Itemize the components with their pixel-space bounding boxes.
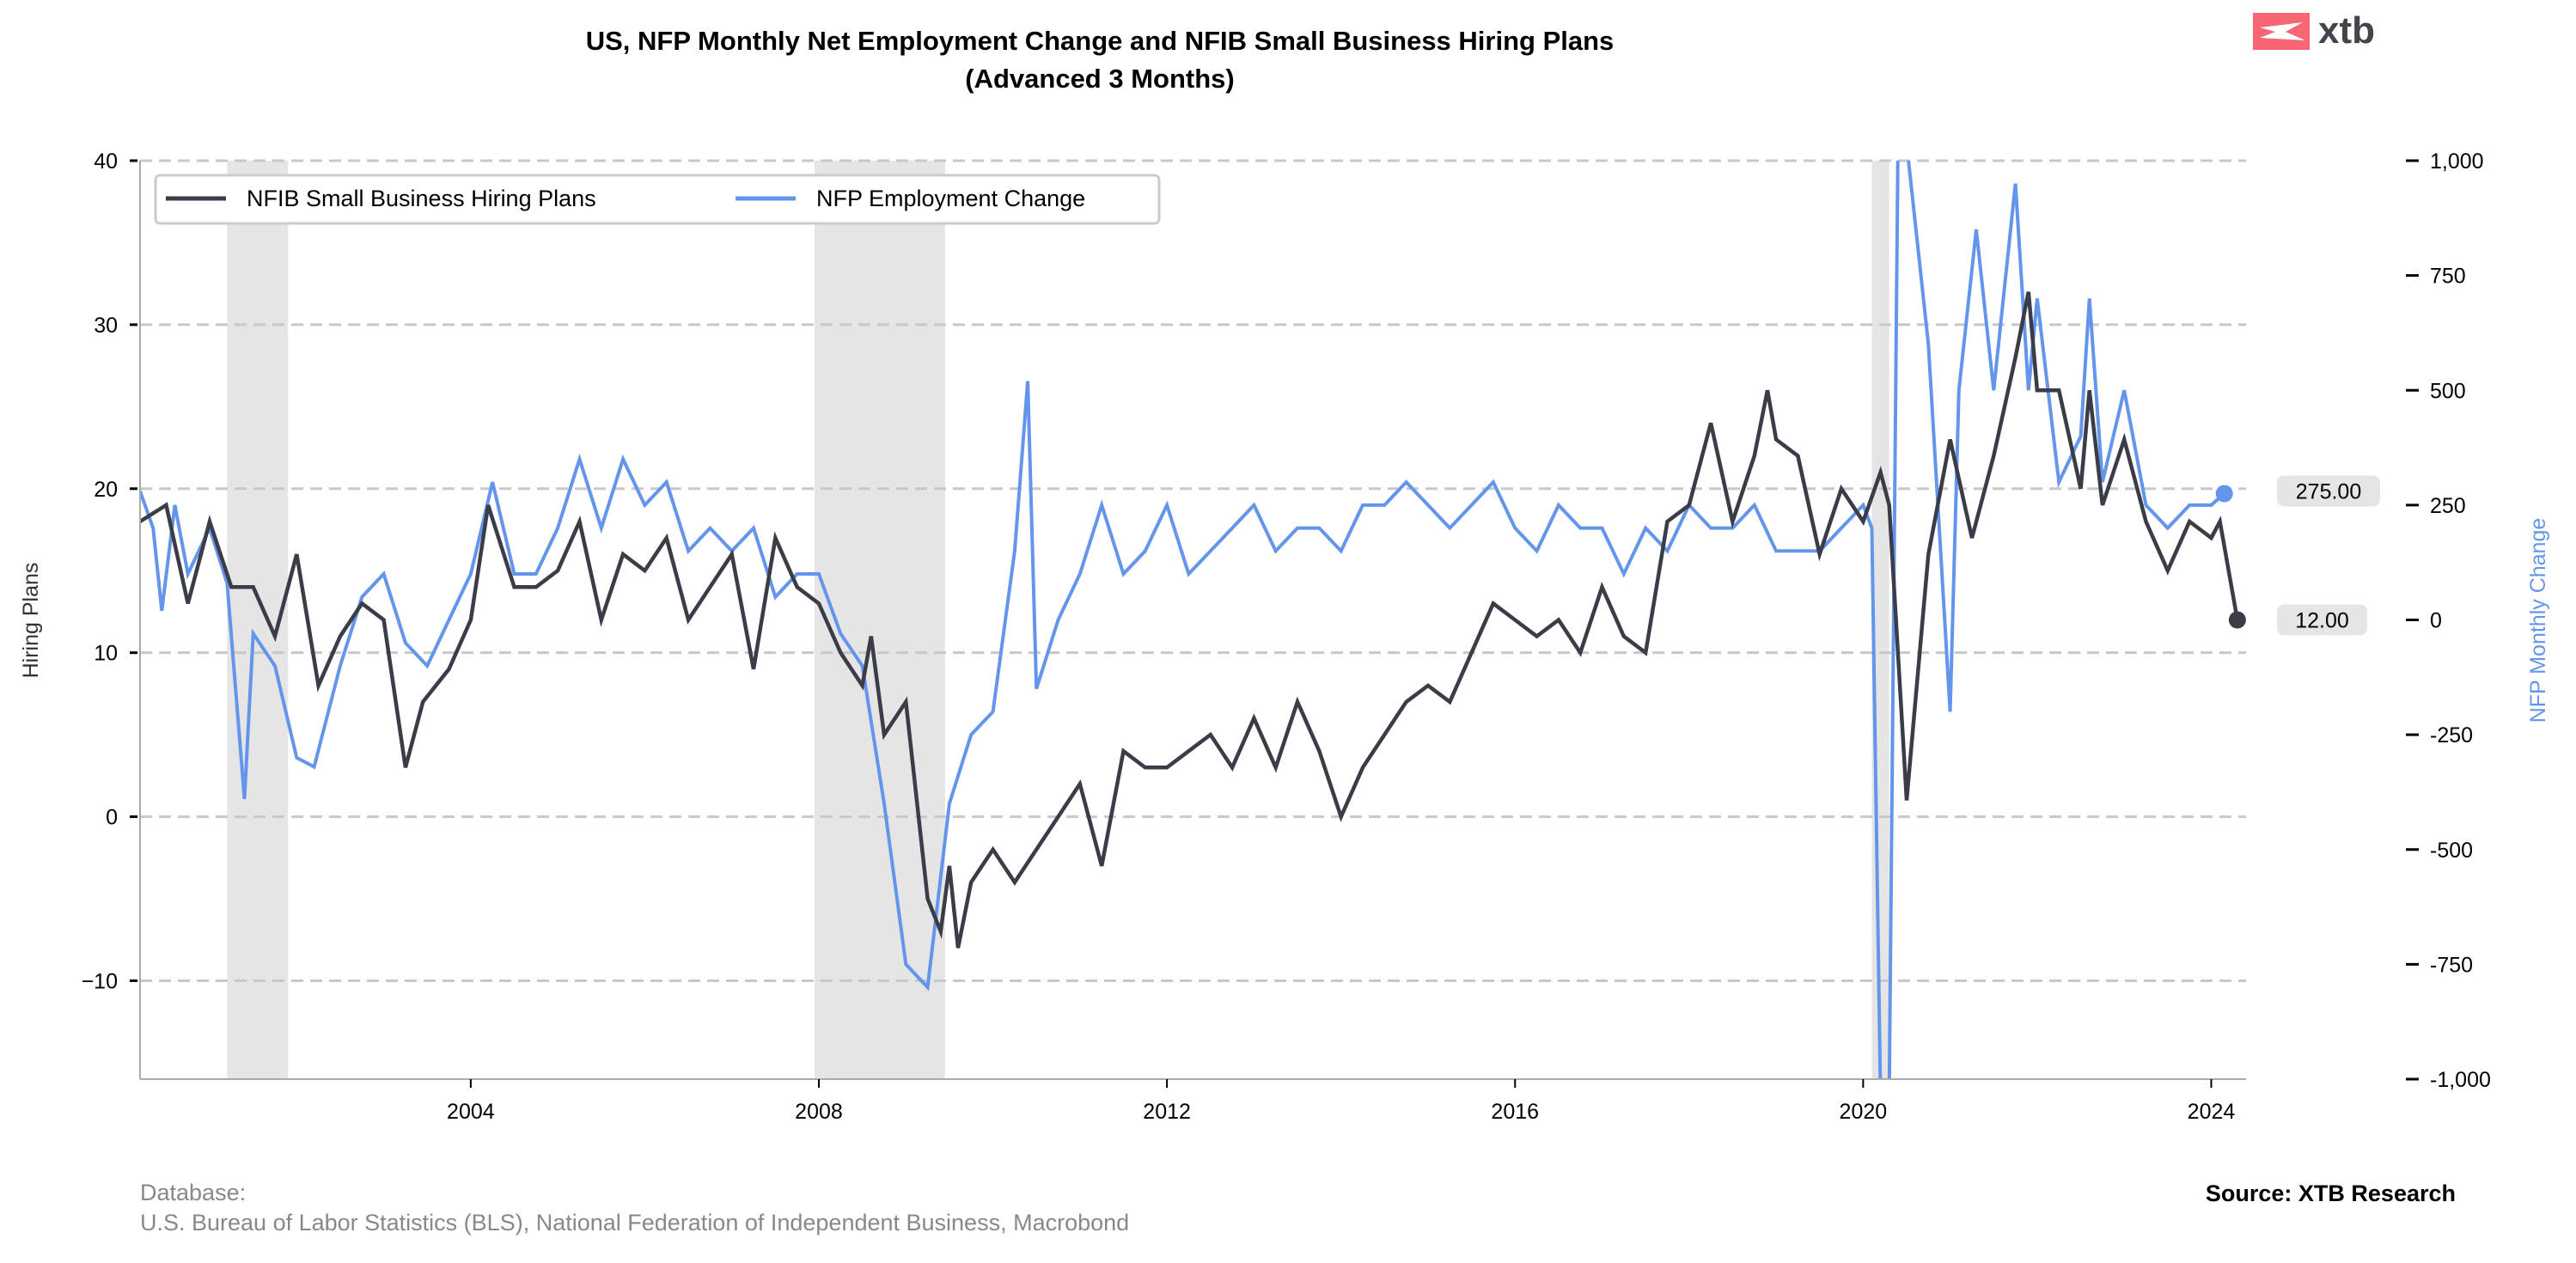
series-nfp-line bbox=[140, 161, 2226, 1079]
y2-tick-label: 750 bbox=[2430, 265, 2466, 289]
y-tick-label: 30 bbox=[94, 314, 118, 338]
legend-label-nfib: NFIB Small Business Hiring Plans bbox=[247, 186, 596, 211]
chart-subtitle: (Advanced 3 Months) bbox=[965, 64, 1234, 94]
x-tick-label: 2020 bbox=[1840, 1100, 1888, 1124]
x-tick-label: 2008 bbox=[795, 1100, 843, 1124]
series-nfib-line bbox=[140, 291, 2240, 949]
database-sources: U.S. Bureau of Labor Statistics (BLS), N… bbox=[140, 1210, 1129, 1236]
database-label: Database: bbox=[140, 1180, 246, 1205]
y-tick-label: 20 bbox=[94, 478, 118, 502]
y2-tick-label: -750 bbox=[2430, 953, 2473, 977]
nfp-last-value-label-bg bbox=[2277, 475, 2380, 507]
y2-tick-label: -250 bbox=[2430, 723, 2473, 747]
y-tick-label: 10 bbox=[94, 642, 118, 666]
y2-tick-label: -1,000 bbox=[2430, 1068, 2491, 1092]
x-tick-label: 2004 bbox=[447, 1100, 495, 1124]
y-tick-label: 0 bbox=[106, 806, 118, 830]
axes: 40 30 20 10 0 −10 1,000 750 500 250 0 -250 -500 -750 -… bbox=[82, 149, 2491, 1124]
source-label: Source: XTB Research bbox=[2206, 1181, 2456, 1206]
legend: NFIB Small Business Hiring Plans NFP Emp… bbox=[154, 174, 1161, 225]
y2-tick-label: -500 bbox=[2430, 839, 2473, 863]
legend-label-nfp: NFP Employment Change bbox=[816, 186, 1085, 211]
y2-tick-label: 250 bbox=[2430, 494, 2466, 518]
nfib-last-value-label-bg bbox=[2277, 604, 2367, 636]
y-tick-label: 40 bbox=[94, 149, 118, 174]
x-tick-label: 2016 bbox=[1491, 1100, 1539, 1124]
y2-tick-label: 0 bbox=[2430, 609, 2442, 633]
nfib-last-value-label: 12.00 bbox=[2295, 609, 2349, 633]
y2-tick-label: 500 bbox=[2430, 379, 2466, 403]
y2-tick-label: 1,000 bbox=[2430, 149, 2484, 174]
nfib-last-point bbox=[2228, 611, 2246, 629]
recession-shading bbox=[227, 161, 1889, 1079]
y-tick-label: −10 bbox=[82, 969, 118, 993]
y2-axis-label: NFP Monthly Change bbox=[2526, 518, 2550, 723]
chart-title: US, NFP Monthly Net Employment Change an… bbox=[586, 26, 1615, 56]
nfp-last-point bbox=[2215, 485, 2233, 503]
xtb-logo: xtb bbox=[2253, 9, 2375, 52]
nfp-last-value-label: 275.00 bbox=[2296, 480, 2361, 504]
y-axis-label: Hiring Plans bbox=[19, 563, 43, 679]
x-tick-label: 2024 bbox=[2188, 1100, 2236, 1124]
svg-text:xtb: xtb bbox=[2318, 9, 2375, 52]
x-tick-label: 2012 bbox=[1143, 1100, 1191, 1124]
